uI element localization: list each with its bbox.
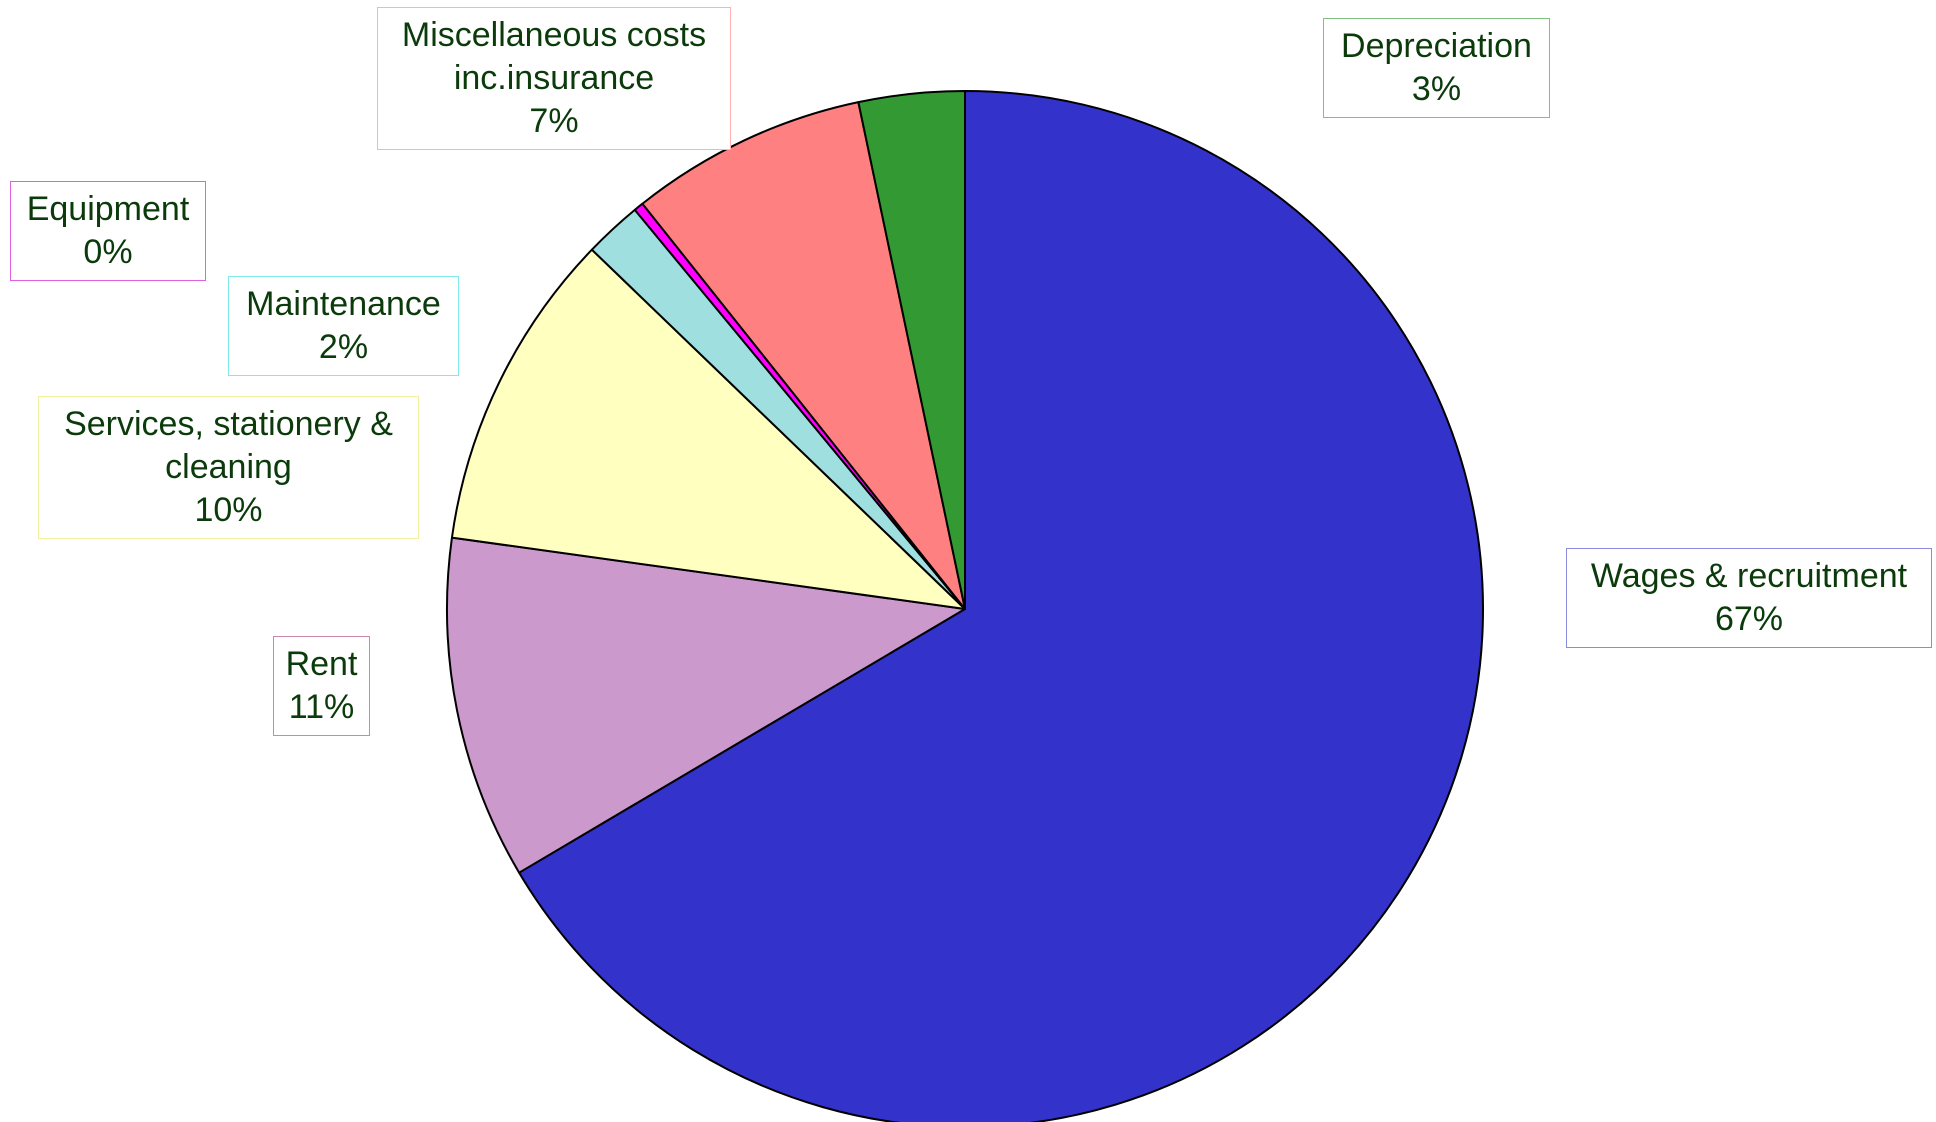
slice-label-rent: Rent 11%: [273, 636, 370, 736]
slice-label-name: Miscellaneous costs: [401, 16, 707, 54]
slice-label-name: inc.insurance: [453, 59, 655, 97]
slice-label-miscellaneous-costs-inc-insurance: Miscellaneous costs inc.insurance 7%: [377, 7, 731, 150]
slice-label-wages-recruitment: Wages & recruitment 67%: [1566, 548, 1932, 648]
slice-label-equipment: Equipment 0%: [10, 181, 206, 281]
slice-label-depreciation: Depreciation 3%: [1323, 18, 1550, 118]
slice-label-name: Wages & recruitment: [1590, 557, 1908, 595]
slice-label-percent: 2%: [318, 328, 369, 366]
pie-slice-rent: [446, 536, 966, 874]
slice-label-percent: 10%: [194, 491, 263, 529]
slice-label-maintenance: Maintenance 2%: [228, 276, 459, 376]
slice-label-percent: 11%: [288, 688, 355, 726]
pie-slice-wages-recruitment: [518, 90, 1484, 1122]
slice-label-name: cleaning: [165, 448, 292, 486]
slice-label-percent: 0%: [83, 233, 133, 271]
slice-label-name: Maintenance: [246, 285, 441, 323]
pie-slice-depreciation: [857, 90, 966, 610]
slice-label-name: Rent: [285, 645, 358, 683]
slice-label-name: Services, stationery &: [64, 405, 393, 443]
slice-label-percent: 67%: [1714, 600, 1784, 638]
slice-label-percent: 7%: [529, 102, 579, 140]
slice-label-name: Equipment: [26, 190, 190, 228]
slice-label-percent: 3%: [1411, 70, 1462, 108]
pie-slice-services-stationery-cleaning: [450, 248, 966, 610]
slice-label-services-stationery-cleaning: Services, stationery & cleaning 10%: [38, 396, 419, 539]
slice-label-name: Depreciation: [1341, 27, 1532, 65]
